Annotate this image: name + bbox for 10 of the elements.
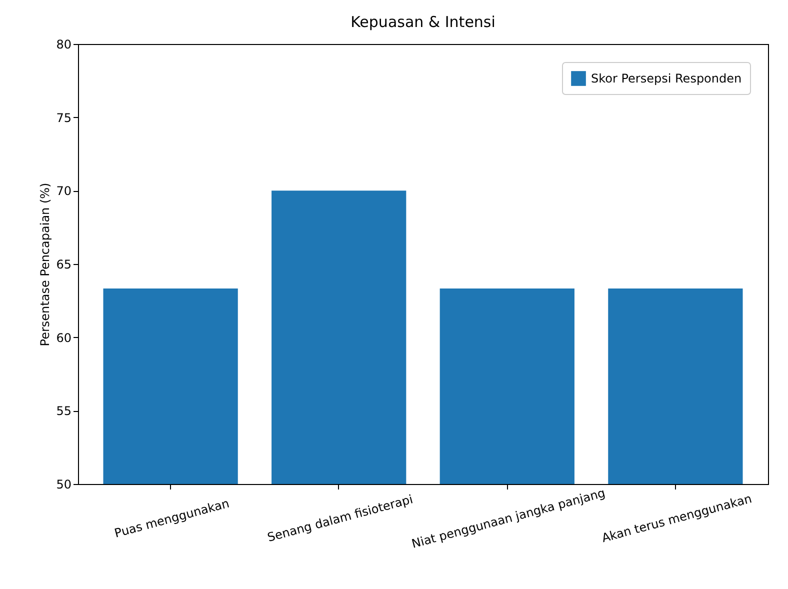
legend-label: Skor Persepsi Responden	[591, 72, 742, 86]
y-tick-label: 70	[56, 184, 72, 198]
y-tick-label: 55	[56, 404, 72, 418]
chart-title: Kepuasan & Intensi	[350, 13, 496, 31]
y-axis-title: Persentase Pencapaian (%)	[38, 182, 52, 346]
y-tick-label: 50	[56, 478, 72, 492]
y-tick-label: 65	[56, 258, 72, 272]
y-tick-label: 75	[56, 110, 72, 125]
y-tick-label: 60	[56, 330, 72, 345]
y-tick-label: 80	[56, 38, 72, 52]
